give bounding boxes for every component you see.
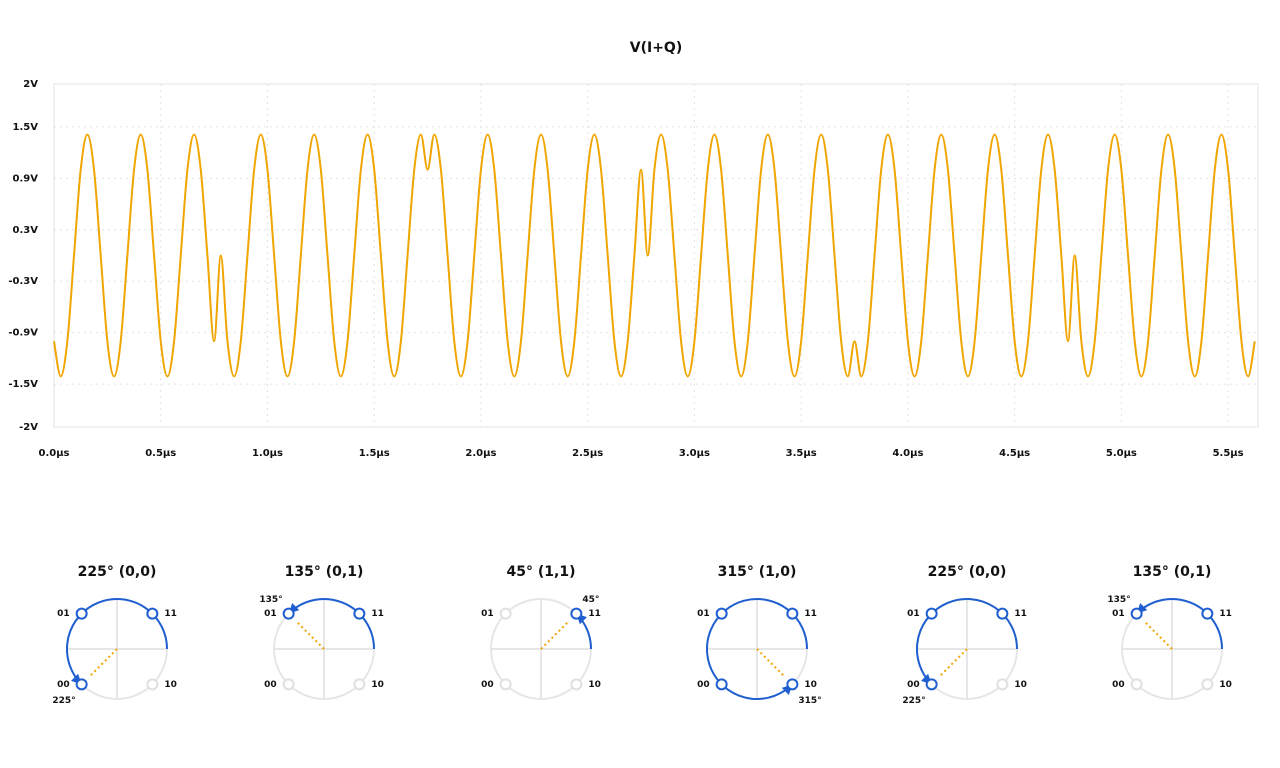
constellation-point [925, 607, 938, 620]
point-label: 01 [481, 609, 494, 619]
constellation-point [786, 678, 799, 691]
symbol-title: 45° (1,1) [507, 564, 576, 580]
constellation-point [715, 607, 728, 620]
angle-label: 225° [52, 696, 75, 706]
symbol-title: 315° (1,0) [718, 564, 797, 580]
point-label: 00 [697, 680, 710, 690]
constellation-point [925, 678, 938, 691]
point-label: 11 [1014, 609, 1027, 619]
symbol-title: 135° (0,1) [285, 564, 364, 580]
point-label: 01 [264, 609, 277, 619]
point-label: 10 [588, 680, 601, 690]
phase-arc [287, 598, 375, 650]
x-tick-label: 4.0µs [892, 448, 923, 459]
phase-vector [295, 620, 325, 650]
phase-vector [1143, 620, 1173, 650]
point-label: 00 [907, 680, 920, 690]
constellation-point [1130, 607, 1143, 620]
constellation-point [75, 678, 88, 691]
y-tick-label: -1.5V [8, 379, 38, 390]
point-label: 10 [164, 680, 177, 690]
constellation-point [1201, 678, 1214, 691]
constellation-point [1201, 607, 1214, 620]
constellation-point [499, 607, 512, 620]
point-label: 01 [697, 609, 710, 619]
constellation-point [146, 607, 159, 620]
constellation-point [282, 678, 295, 691]
phase-vector [938, 648, 968, 678]
point-label: 10 [804, 680, 817, 690]
x-tick-label: 3.0µs [679, 448, 710, 459]
constellation-point [996, 678, 1009, 691]
symbol-title: 225° (0,0) [78, 564, 157, 580]
point-label: 00 [57, 680, 70, 690]
point-label: 11 [164, 609, 177, 619]
point-label: 11 [371, 609, 384, 619]
y-tick-label: 0.3V [13, 225, 39, 236]
point-label: 00 [481, 680, 494, 690]
y-tick-label: -0.3V [8, 276, 38, 287]
x-tick-label: 0.5µs [145, 448, 176, 459]
x-tick-label: 4.5µs [999, 448, 1030, 459]
point-label: 01 [1112, 609, 1125, 619]
angle-label: 135° [1107, 595, 1130, 605]
point-label: 10 [371, 680, 384, 690]
constellation-point [570, 678, 583, 691]
constellation-point [786, 607, 799, 620]
x-tick-label: 5.5µs [1213, 448, 1244, 459]
x-tick-label: 2.5µs [572, 448, 603, 459]
phase-arc [1135, 598, 1223, 650]
constellation-point [1130, 678, 1143, 691]
chart-title: V(I+Q) [630, 40, 682, 56]
constellation-point [146, 678, 159, 691]
y-tick-label: 1.5V [13, 122, 39, 133]
x-tick-label: 2.0µs [465, 448, 496, 459]
point-label: 01 [57, 609, 70, 619]
angle-label: 135° [259, 595, 282, 605]
constellation-point [75, 607, 88, 620]
constellation-point [499, 678, 512, 691]
x-tick-label: 3.5µs [786, 448, 817, 459]
point-label: 11 [588, 609, 601, 619]
constellation-point [996, 607, 1009, 620]
angle-label: 225° [902, 696, 925, 706]
x-tick-label: 0.0µs [38, 448, 69, 459]
constellation-point [282, 607, 295, 620]
x-tick-label: 5.0µs [1106, 448, 1137, 459]
constellation-point [353, 678, 366, 691]
symbol-title: 135° (0,1) [1133, 564, 1212, 580]
constellation-point [715, 678, 728, 691]
y-tick-label: -2V [19, 422, 38, 433]
point-label: 00 [264, 680, 277, 690]
symbol-title: 225° (0,0) [928, 564, 1007, 580]
y-tick-label: -0.9V [8, 328, 38, 339]
point-label: 11 [1219, 609, 1232, 619]
point-label: 11 [804, 609, 817, 619]
constellation-point [570, 607, 583, 620]
y-tick-label: 0.9V [13, 173, 39, 184]
point-label: 10 [1014, 680, 1027, 690]
phase-vector [540, 620, 570, 650]
phase-arc [916, 598, 1018, 686]
angle-label: 315° [798, 696, 821, 706]
x-tick-label: 1.5µs [359, 448, 390, 459]
phase-vector [88, 648, 118, 678]
phase-arc [66, 598, 168, 686]
phase-vector [756, 648, 786, 678]
y-tick-label: 2V [23, 79, 38, 90]
waveform [53, 133, 1256, 378]
point-label: 10 [1219, 680, 1232, 690]
x-tick-label: 1.0µs [252, 448, 283, 459]
constellation-point [353, 607, 366, 620]
point-label: 01 [907, 609, 920, 619]
point-label: 00 [1112, 680, 1125, 690]
angle-label: 45° [582, 595, 599, 605]
